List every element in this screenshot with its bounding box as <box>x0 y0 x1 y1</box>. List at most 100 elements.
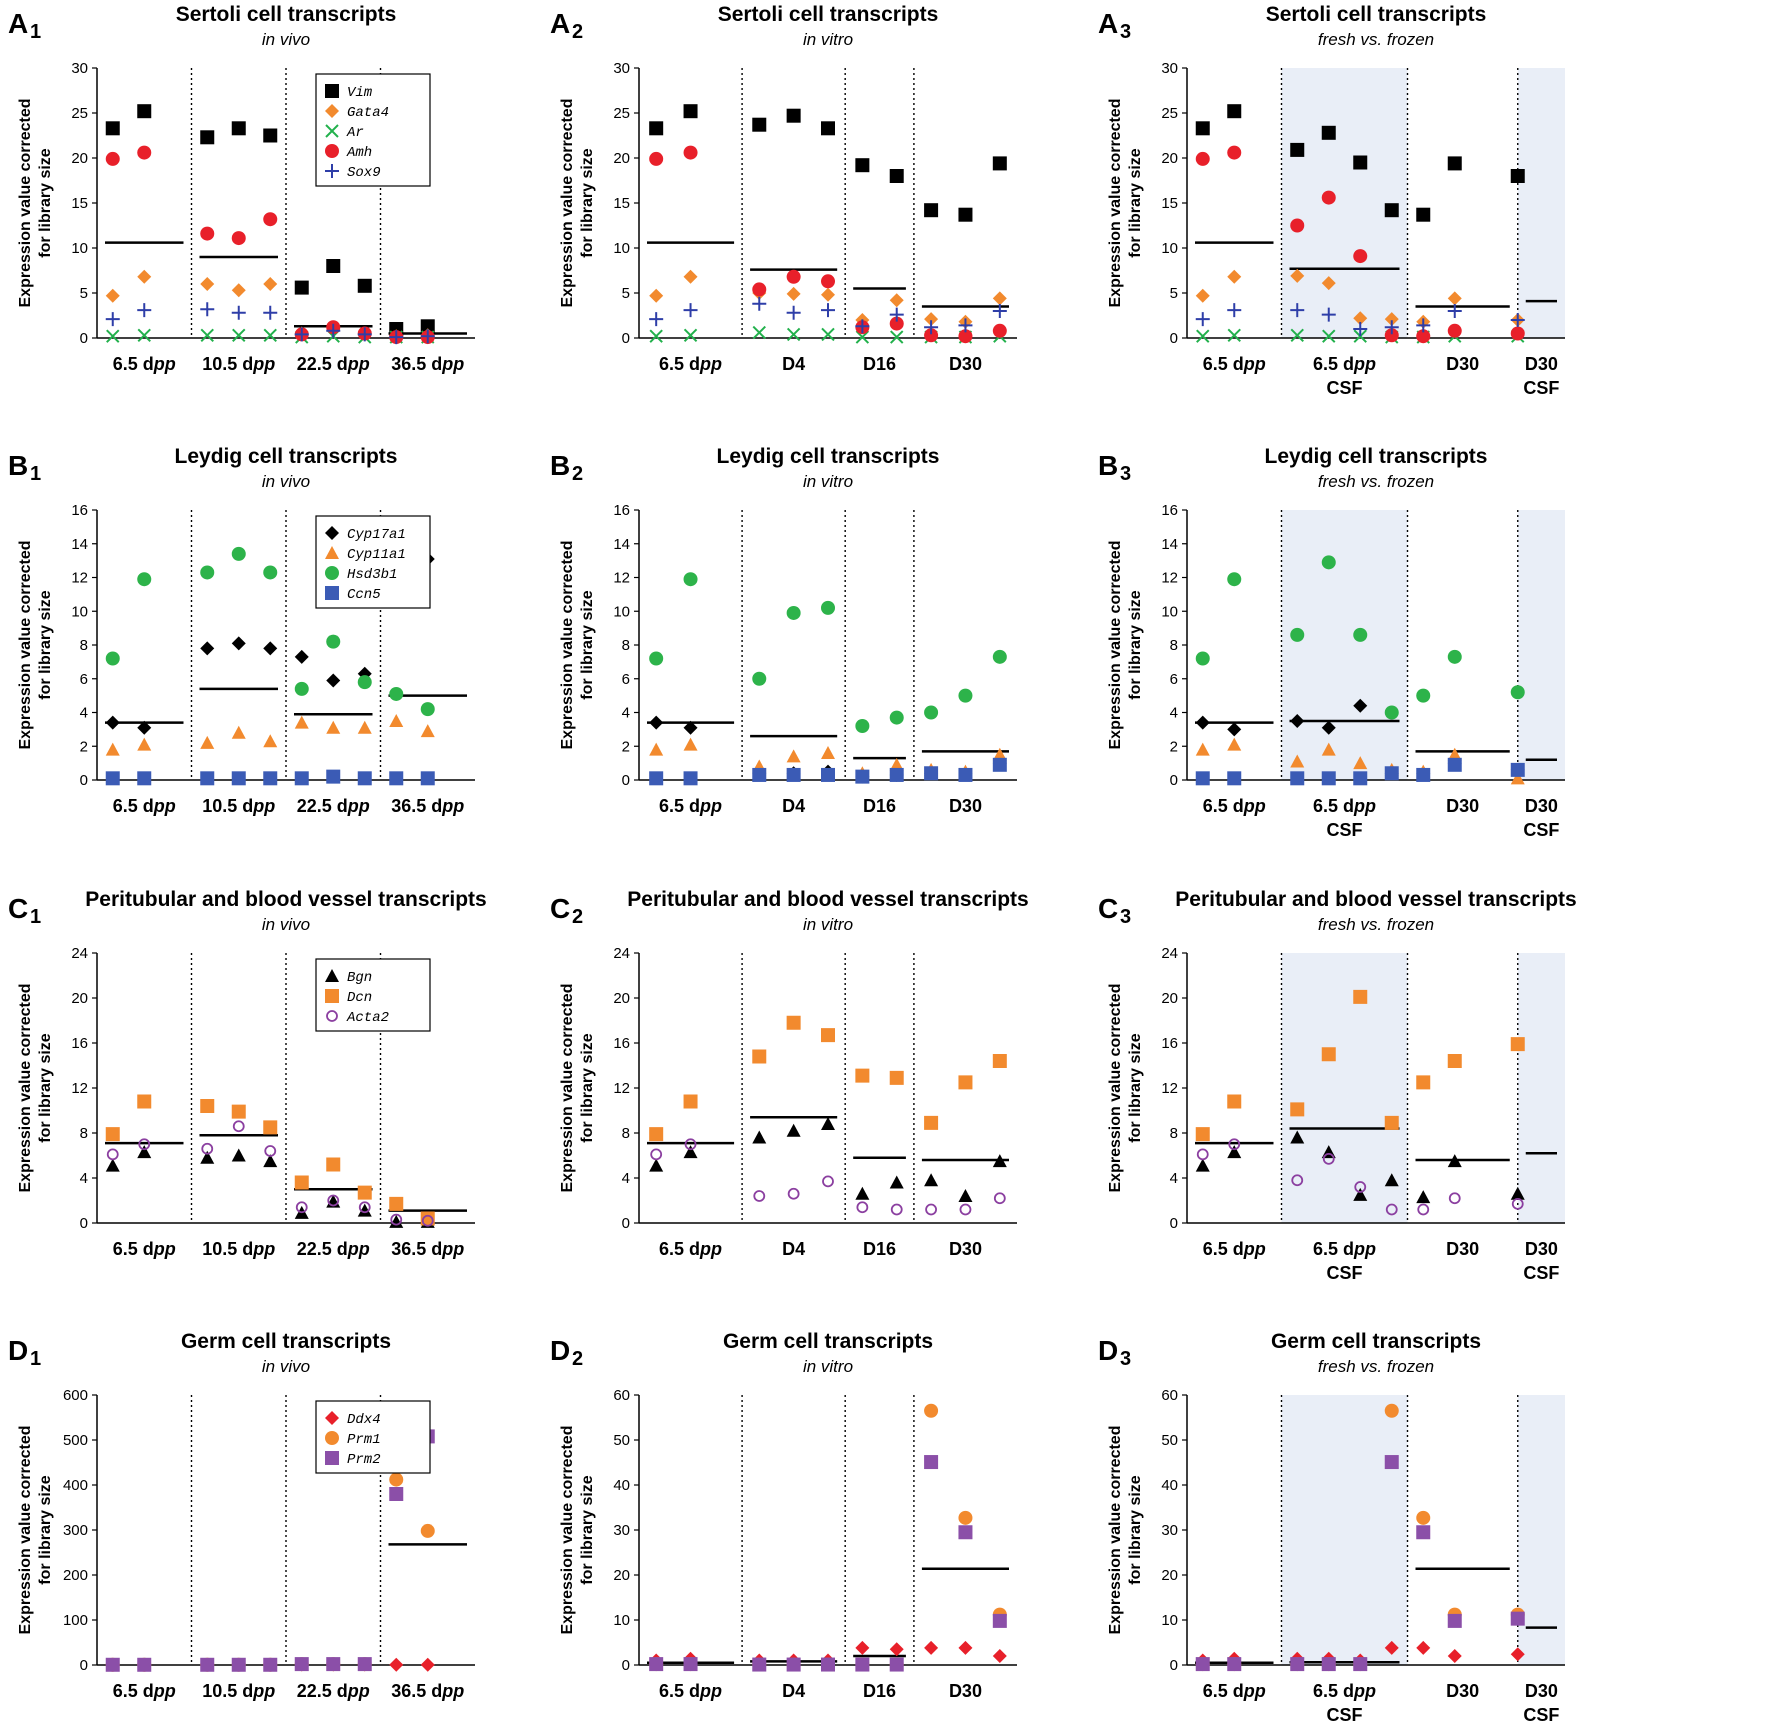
point-vim <box>1510 169 1525 183</box>
point-cyp17a1 <box>105 715 120 730</box>
point-hsd3b1 <box>357 675 372 690</box>
point-ccn5 <box>1227 771 1242 786</box>
point-cyp11a1 <box>1321 742 1336 756</box>
panel-letter: C <box>1098 893 1118 924</box>
point-ccn5 <box>821 767 835 782</box>
x-group-label: 6.5 dpp <box>659 796 722 816</box>
point-vim <box>1416 207 1431 222</box>
point-bgn <box>958 1189 973 1202</box>
point-ar <box>821 327 835 342</box>
point-ar <box>263 328 277 343</box>
point-ccn5 <box>389 771 404 786</box>
y-tick-label: 30 <box>1161 1522 1178 1539</box>
point-prm2 <box>1447 1613 1462 1628</box>
y-tick-label: 30 <box>1161 60 1178 77</box>
y-axis-label: Expression value corrected <box>559 1426 576 1635</box>
legend-marker-amh <box>325 144 339 158</box>
y-axis-label: for library size <box>37 148 54 257</box>
y-tick-label: 25 <box>71 105 88 122</box>
point-sox9 <box>1227 303 1242 318</box>
panel-title: Germ cell transcripts <box>1271 1330 1481 1353</box>
point-acta2 <box>264 1145 277 1157</box>
y-tick-label: 24 <box>71 945 88 962</box>
point-sox9 <box>1510 313 1525 327</box>
y-tick-label: 4 <box>1170 1170 1178 1187</box>
panel-title: Leydig cell transcripts <box>175 445 398 468</box>
point-vim <box>263 128 278 143</box>
point-acta2 <box>890 1203 903 1216</box>
x-group-label-italic: pp <box>441 354 464 374</box>
point-hsd3b1 <box>105 651 120 666</box>
x-group-label-line2: CSF <box>1327 378 1363 398</box>
point-amh <box>992 323 1007 338</box>
point-dcn <box>821 1028 835 1043</box>
point-acta2 <box>295 1201 308 1214</box>
legend-label-sox9: Sox9 <box>347 165 381 181</box>
point-ar <box>1290 328 1304 343</box>
panel-subtitle: in vivo <box>262 915 310 934</box>
x-group-label-italic: pp <box>1353 1239 1376 1259</box>
point-acta2 <box>327 1194 340 1207</box>
y-tick-label: 12 <box>71 1080 88 1097</box>
point-prm2 <box>1384 1455 1399 1470</box>
panel-subtitle: fresh vs. frozen <box>1318 30 1434 49</box>
y-tick-label: 12 <box>613 570 630 587</box>
point-acta2 <box>1417 1203 1430 1216</box>
point-ddx4 <box>1447 1649 1462 1663</box>
point-prm2 <box>357 1657 372 1672</box>
x-group-label-italic: pp <box>1243 1239 1266 1259</box>
point-dcn <box>1290 1102 1305 1117</box>
panel-number: 1 <box>30 906 41 928</box>
point-ar <box>752 325 766 340</box>
point-prm1 <box>1416 1510 1431 1525</box>
y-tick-label: 25 <box>613 105 630 122</box>
y-tick-label: 20 <box>613 150 630 167</box>
point-dcn <box>105 1127 120 1142</box>
y-tick-label: 60 <box>613 1387 630 1404</box>
point-bgn <box>1416 1190 1431 1204</box>
point-vim <box>231 121 246 136</box>
y-axis-label: Expression value corrected <box>559 984 576 1193</box>
y-tick-label: 8 <box>80 1125 88 1142</box>
point-vim <box>137 104 152 119</box>
point-dcn <box>389 1196 404 1211</box>
point-hsd3b1 <box>1510 685 1525 700</box>
y-axis-label: Expression value corrected <box>17 541 34 750</box>
point-cyp11a1 <box>105 742 120 756</box>
point-ddx4 <box>389 1657 404 1672</box>
y-tick-label: 12 <box>1161 570 1178 587</box>
y-tick-label: 10 <box>613 603 630 620</box>
x-group-label: 6.5 dpp <box>1313 354 1376 374</box>
y-tick-label: 10 <box>71 603 88 620</box>
x-group-label: D30 <box>1446 1239 1479 1259</box>
x-group-label-italic: pp <box>1353 354 1376 374</box>
x-group-label: 36.5 dpp <box>391 354 464 374</box>
point-dcn <box>137 1094 152 1109</box>
point-amh <box>105 151 120 166</box>
y-tick-label: 40 <box>1161 1477 1178 1494</box>
panel-C1: C 1 Peritubular and blood vessel transcrip… <box>8 888 487 1259</box>
point-ar <box>137 328 151 343</box>
point-hsd3b1 <box>1290 627 1305 642</box>
x-group-label: 6.5 dpp <box>113 1681 176 1701</box>
point-bgn <box>231 1148 246 1162</box>
point-cyp11a1 <box>1353 756 1368 770</box>
point-gata4 <box>263 277 278 291</box>
point-amh <box>200 226 215 241</box>
point-acta2 <box>201 1142 214 1155</box>
point-bgn <box>1195 1158 1210 1172</box>
legend-marker-vim <box>325 84 339 98</box>
y-axis-label: Expression value corrected <box>1107 541 1124 750</box>
point-prm2 <box>649 1657 664 1672</box>
point-cyp11a1 <box>420 724 435 738</box>
y-tick-label: 5 <box>622 285 630 302</box>
x-group-label: D16 <box>863 354 896 374</box>
panel-title: Sertoli cell transcripts <box>176 3 397 26</box>
x-group-label: 10.5 dpp <box>202 354 275 374</box>
point-prm2 <box>1290 1657 1305 1672</box>
point-gata4 <box>889 293 904 308</box>
point-hsd3b1 <box>1321 555 1336 570</box>
panel-number: 1 <box>30 1348 41 1370</box>
point-amh <box>1510 326 1525 341</box>
y-axis-label: Expression value corrected <box>1107 99 1124 308</box>
